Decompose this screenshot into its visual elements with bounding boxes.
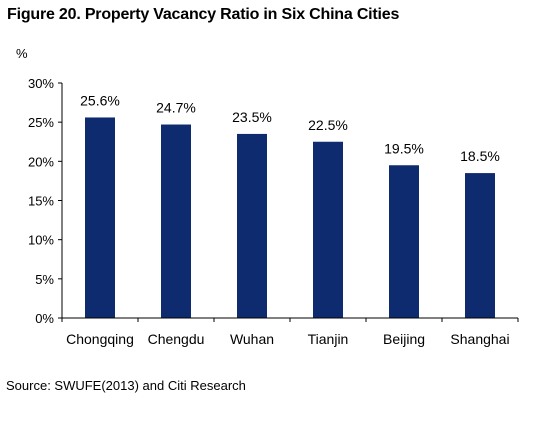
bar-shanghai <box>465 173 495 318</box>
x-category-label: Wuhan <box>230 331 274 347</box>
bar-chengdu <box>161 124 191 319</box>
y-tick-label: 0% <box>35 311 54 326</box>
x-category-label: Tianjin <box>308 331 349 347</box>
y-tick-label: 10% <box>28 233 54 248</box>
bar-tianjin <box>313 141 343 318</box>
bar-beijing <box>389 165 419 318</box>
data-label-wuhan: 23.5% <box>232 109 272 125</box>
bar-wuhan <box>237 133 267 318</box>
chart-title: Figure 20. Property Vacancy Ratio in Six… <box>7 6 400 23</box>
y-axis-unit-label: % <box>16 46 28 61</box>
data-label-chongqing: 25.6% <box>80 92 120 108</box>
y-tick-label: 25% <box>28 115 54 130</box>
bar-chongqing <box>85 117 115 318</box>
y-tick-label: 5% <box>35 272 54 287</box>
x-category-label: Chongqing <box>66 331 134 347</box>
x-category-label: Beijing <box>383 331 425 347</box>
x-category-label: Chengdu <box>148 331 205 347</box>
data-label-tianjin: 22.5% <box>308 117 348 133</box>
y-tick-label: 30% <box>28 76 54 91</box>
data-label-beijing: 19.5% <box>384 140 424 156</box>
data-label-chengdu: 24.7% <box>156 100 196 116</box>
x-category-label: Shanghai <box>450 331 509 347</box>
source-note: Source: SWUFE(2013) and Citi Research <box>6 378 246 393</box>
y-tick-label: 15% <box>28 194 54 209</box>
y-tick-label: 20% <box>28 154 54 169</box>
data-label-shanghai: 18.5% <box>460 148 500 164</box>
